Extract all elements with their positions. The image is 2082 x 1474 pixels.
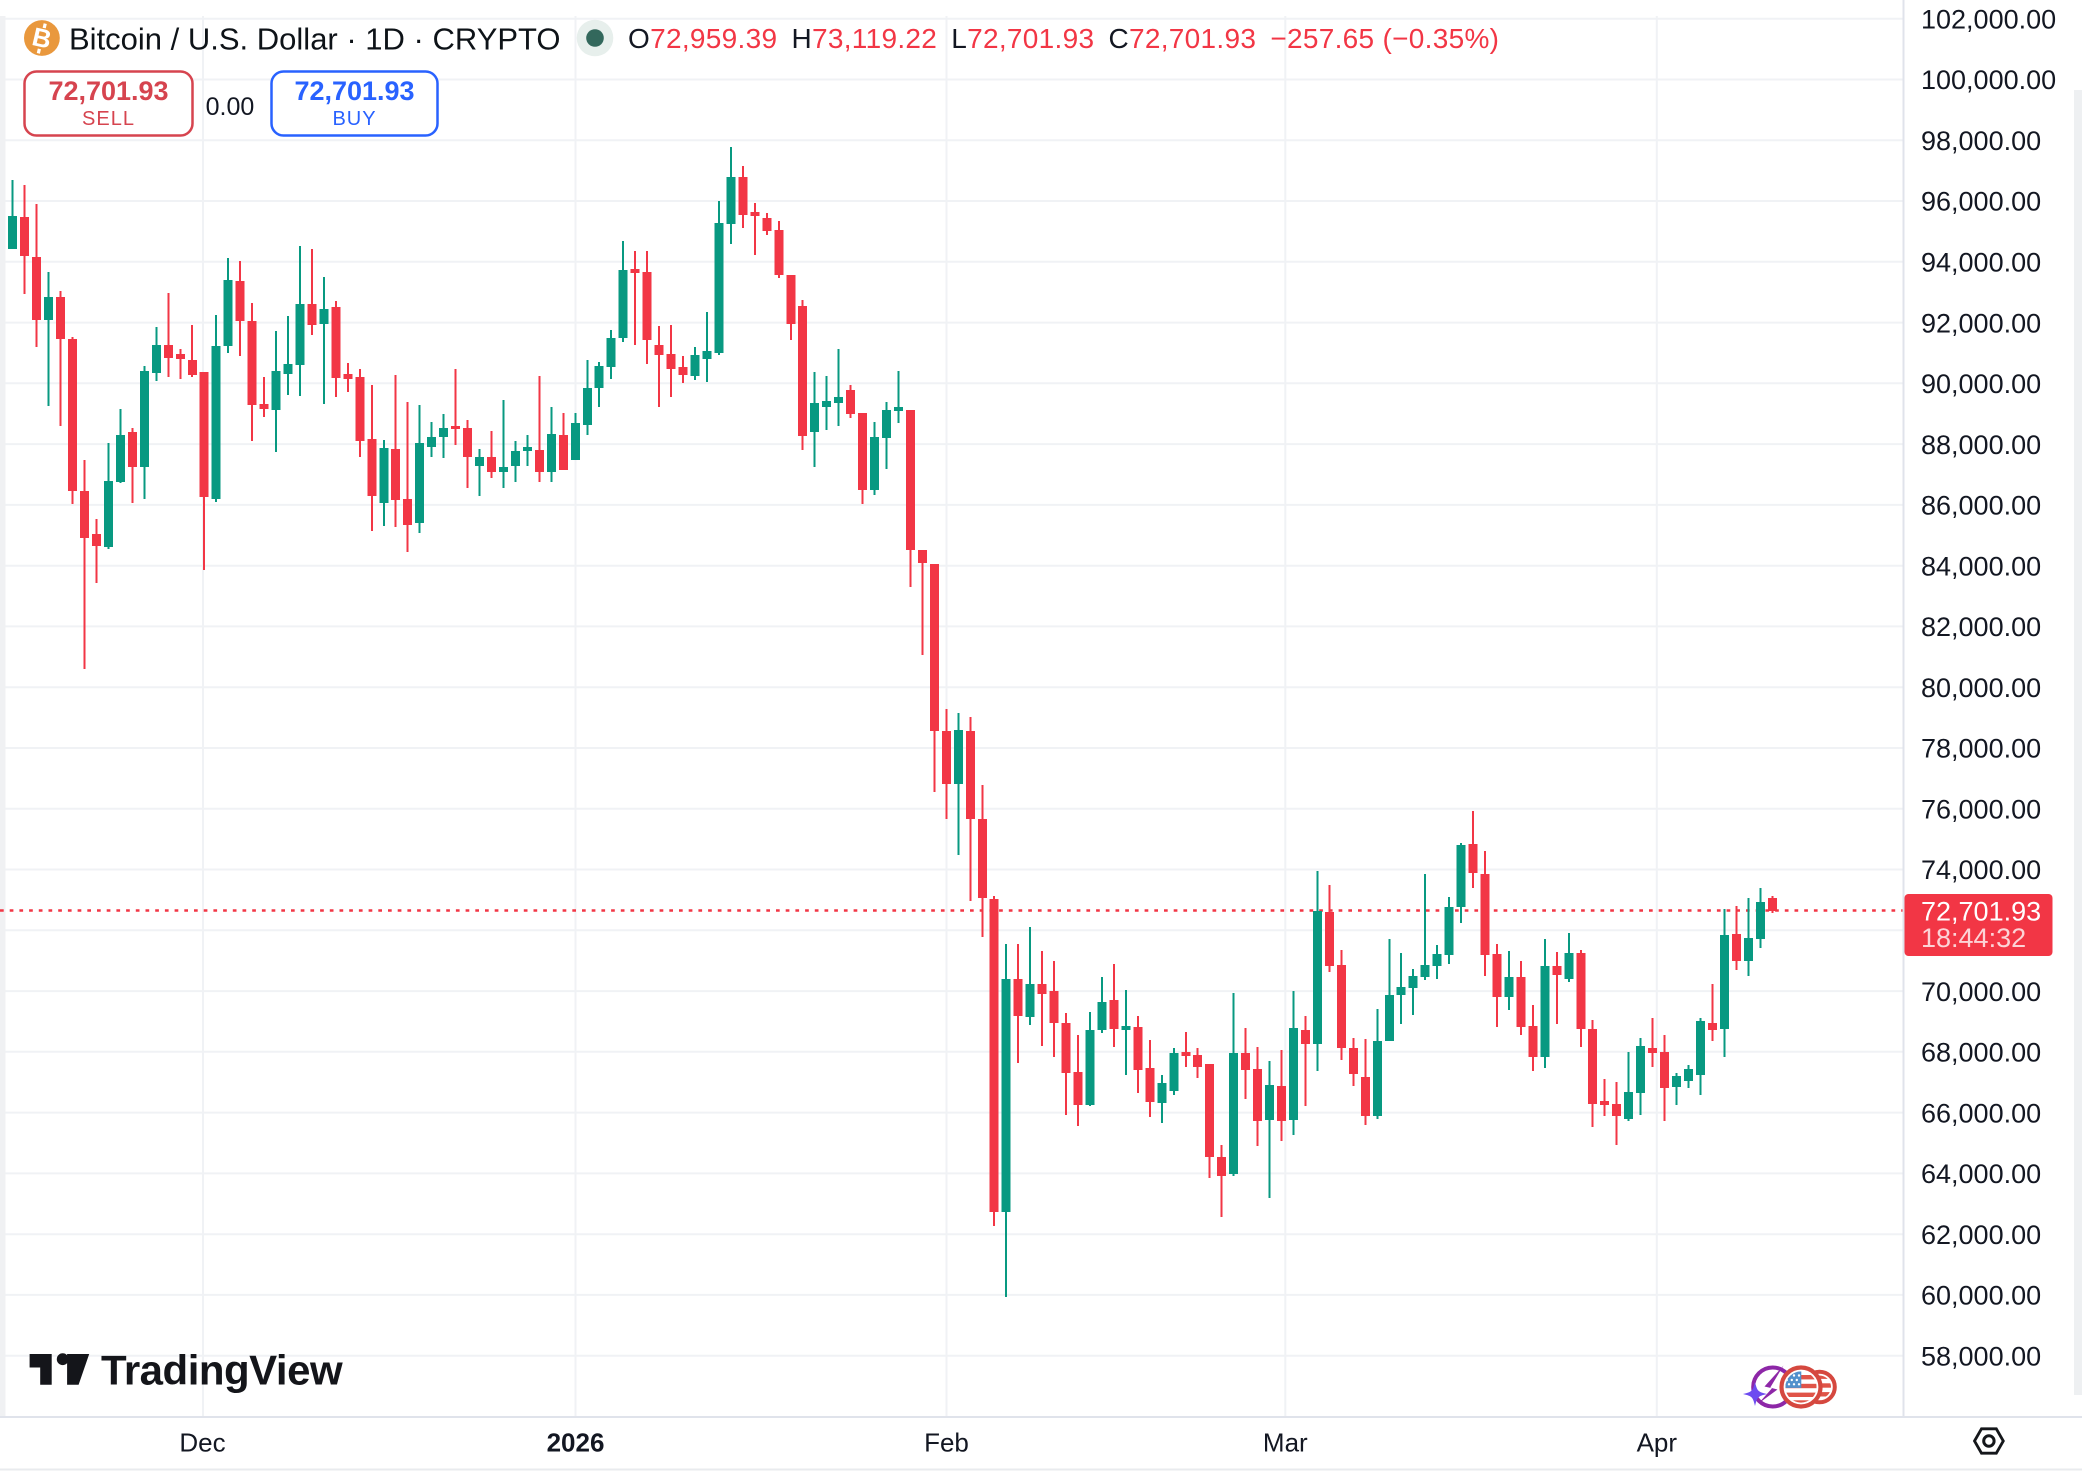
svg-text:Apr: Apr [1637, 1428, 1678, 1458]
svg-text:TradingView: TradingView [101, 1347, 343, 1394]
svg-text:66,000.00: 66,000.00 [1921, 1098, 2041, 1128]
svg-text:80,000.00: 80,000.00 [1921, 673, 2041, 703]
svg-text:Mar: Mar [1263, 1428, 1308, 1458]
svg-text:Dec: Dec [179, 1428, 225, 1458]
svg-text:70,000.00: 70,000.00 [1921, 977, 2041, 1007]
svg-text:78,000.00: 78,000.00 [1921, 734, 2041, 764]
svg-text:62,000.00: 62,000.00 [1921, 1220, 2041, 1250]
svg-text:BUY: BUY [332, 108, 376, 130]
svg-text:64,000.00: 64,000.00 [1921, 1159, 2041, 1189]
svg-text:90,000.00: 90,000.00 [1921, 369, 2041, 399]
svg-text:72,701.93: 72,701.93 [1921, 897, 2041, 927]
svg-text:98,000.00: 98,000.00 [1921, 126, 2041, 156]
svg-text:82,000.00: 82,000.00 [1921, 612, 2041, 642]
svg-text:Bitcoin / U.S. Dollar · 1D · C: Bitcoin / U.S. Dollar · 1D · CRYPTO [69, 22, 561, 57]
svg-text:72,701.93: 72,701.93 [294, 76, 414, 106]
svg-text:94,000.00: 94,000.00 [1921, 248, 2041, 278]
svg-text:96,000.00: 96,000.00 [1921, 187, 2041, 217]
svg-text:76,000.00: 76,000.00 [1921, 794, 2041, 824]
svg-text:84,000.00: 84,000.00 [1921, 551, 2041, 581]
svg-text:O72,959.39 H73,119.22 L72,701.: O72,959.39 H73,119.22 L72,701.93 C72,701… [628, 23, 1499, 54]
svg-text:60,000.00: 60,000.00 [1921, 1281, 2041, 1311]
svg-text:68,000.00: 68,000.00 [1921, 1038, 2041, 1068]
svg-text:88,000.00: 88,000.00 [1921, 430, 2041, 460]
svg-text:SELL: SELL [82, 108, 135, 130]
svg-text:Feb: Feb [924, 1428, 969, 1458]
svg-text:18:44:32: 18:44:32 [1921, 923, 2026, 953]
svg-text:86,000.00: 86,000.00 [1921, 491, 2041, 521]
svg-text:74,000.00: 74,000.00 [1921, 855, 2041, 885]
svg-text:2026: 2026 [547, 1428, 605, 1458]
svg-text:0.00: 0.00 [206, 93, 255, 121]
svg-text:58,000.00: 58,000.00 [1921, 1341, 2041, 1371]
svg-text:100,000.00: 100,000.00 [1921, 65, 2056, 95]
svg-text:72,701.93: 72,701.93 [48, 76, 168, 106]
svg-text:102,000.00: 102,000.00 [1921, 4, 2056, 34]
svg-text:92,000.00: 92,000.00 [1921, 308, 2041, 338]
